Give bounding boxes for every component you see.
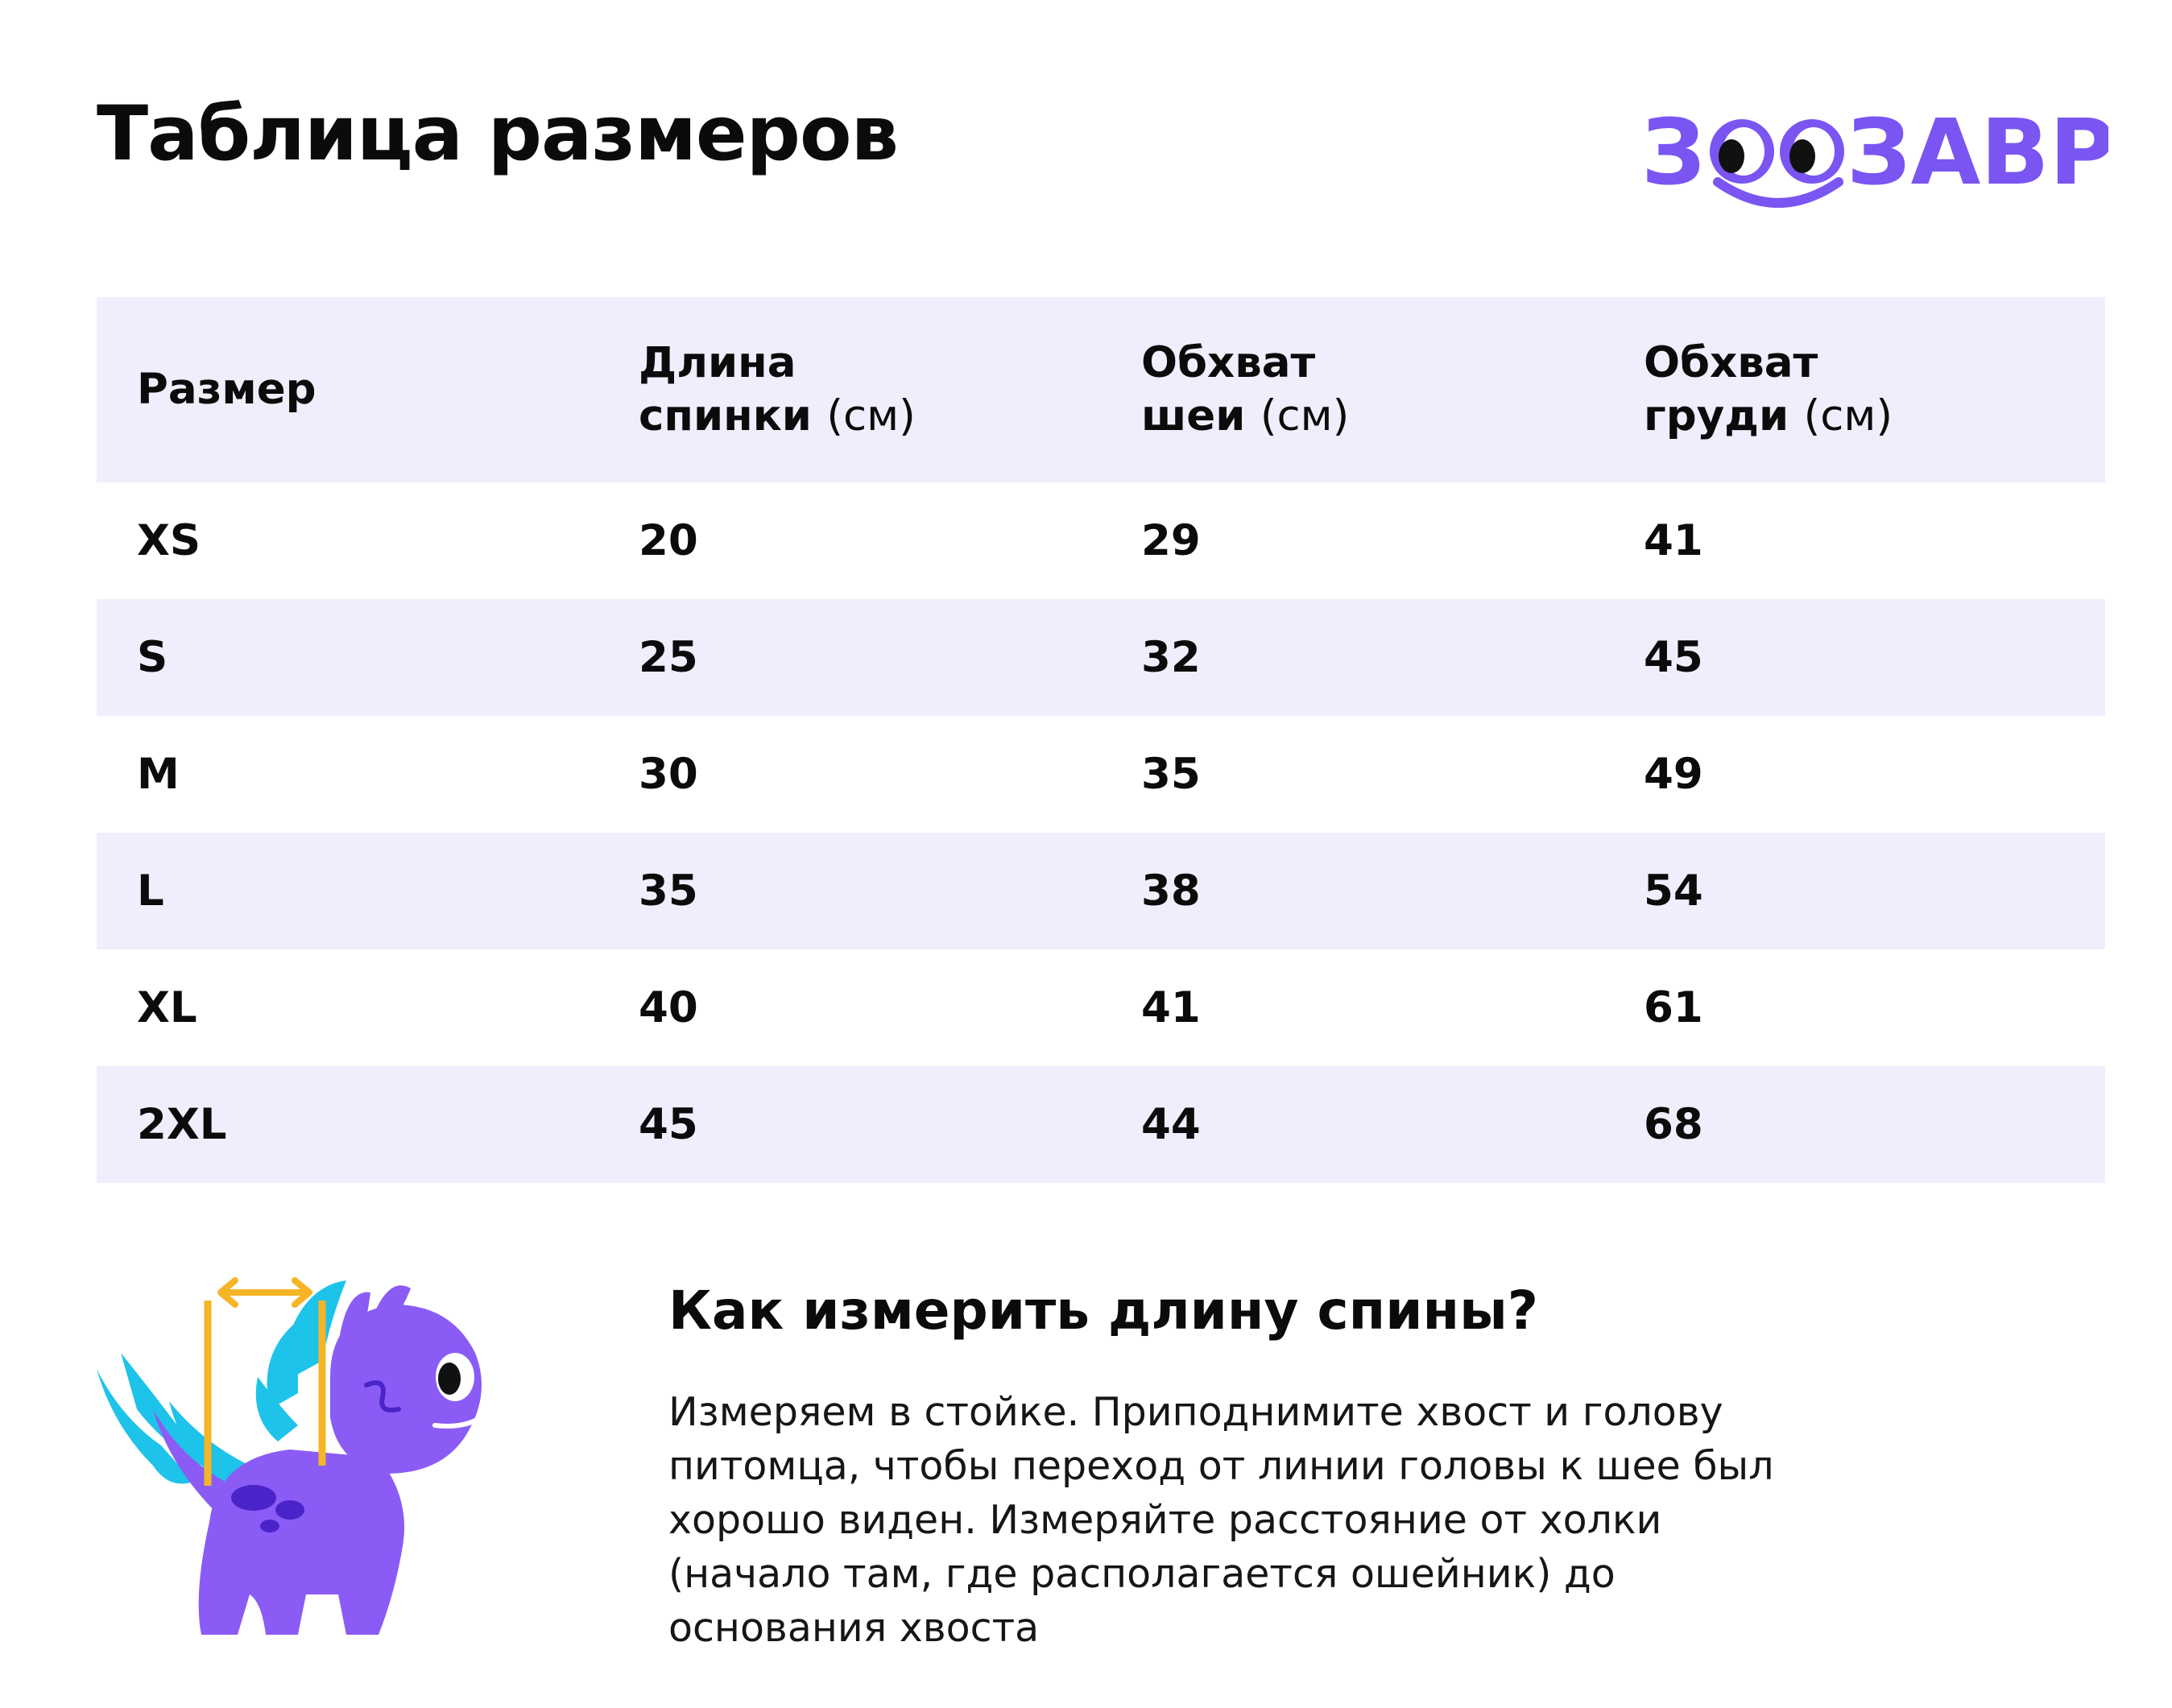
cell-size: L — [137, 866, 164, 916]
cell-neck: 44 — [1141, 1100, 1201, 1149]
svg-text:З: З — [1641, 103, 1706, 205]
cell-back: 45 — [639, 1100, 698, 1149]
table-row: XL 40 41 61 — [97, 949, 2105, 1066]
cell-neck: 32 — [1141, 633, 1201, 682]
cell-back: 20 — [639, 516, 698, 565]
cell-chest: 41 — [1644, 516, 1703, 565]
header-chest-girth: Обхват груди (см) — [1644, 338, 1893, 440]
howto-text: Измеряем в стойке. Приподнимите хвост и … — [668, 1389, 1774, 1651]
page-title: Таблица размеров — [97, 90, 899, 178]
cell-size: XS — [137, 516, 201, 565]
logo-eyes-icon — [1710, 119, 1844, 208]
cell-chest: 49 — [1644, 750, 1703, 799]
table-header-row: Размер Длина спинки (см) Обхват шеи (см)… — [97, 297, 2105, 482]
cell-neck: 38 — [1141, 866, 1201, 916]
dino-measure-icon — [97, 1277, 490, 1635]
cell-back: 25 — [639, 633, 698, 682]
cell-chest: 61 — [1644, 983, 1703, 1032]
cell-back: 30 — [639, 750, 698, 799]
table-row: 2XL 45 44 68 — [97, 1066, 2105, 1183]
cell-size: S — [137, 633, 168, 682]
cell-neck: 41 — [1141, 983, 1201, 1032]
cell-chest: 68 — [1644, 1100, 1703, 1149]
cell-neck: 35 — [1141, 750, 1201, 799]
cell-chest: 45 — [1644, 633, 1703, 682]
table-row: L 35 38 54 — [97, 833, 2105, 949]
size-table: Размер Длина спинки (см) Обхват шеи (см)… — [97, 297, 2105, 1183]
zoozavr-logo: З ЗАВР — [1641, 103, 2108, 208]
cell-back: 35 — [639, 866, 698, 916]
header-back-length: Длина спинки (см) — [639, 338, 916, 440]
cell-neck: 29 — [1141, 516, 1201, 565]
header-size: Размер — [137, 365, 316, 414]
cell-back: 40 — [639, 983, 698, 1032]
svg-text:ЗАВР: ЗАВР — [1847, 103, 2108, 205]
cell-size: 2XL — [137, 1100, 227, 1149]
table-row: S 25 32 45 — [97, 599, 2105, 716]
cell-size: M — [137, 750, 180, 799]
table-row: M 30 35 49 — [97, 716, 2105, 833]
howto-title: Как измерить длину спины? — [668, 1280, 1539, 1342]
header-neck-girth: Обхват шеи (см) — [1141, 338, 1350, 440]
cell-chest: 54 — [1644, 866, 1703, 916]
table-row: XS 20 29 41 — [97, 482, 2105, 599]
cell-size: XL — [137, 983, 197, 1032]
